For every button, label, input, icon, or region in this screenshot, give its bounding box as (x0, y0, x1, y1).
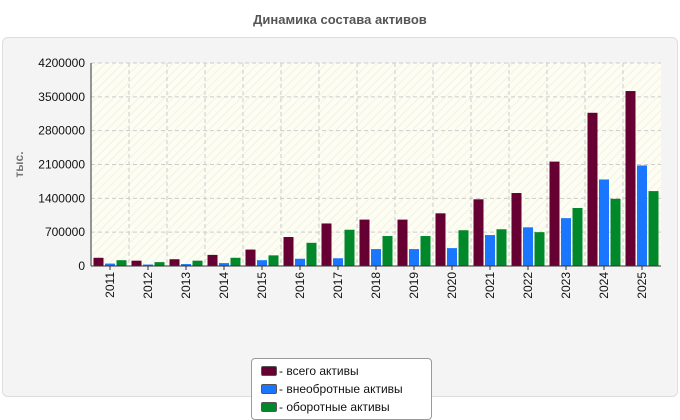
chart-panel: 0 700000 1400000 2100000 2800000 3500000 42000… (2, 37, 678, 420)
legend-item-noncurrent[interactable]: - внеобротные активы (261, 380, 431, 398)
bar-noncurrent[interactable] (485, 235, 495, 266)
bar-current[interactable] (382, 236, 393, 266)
bar-current[interactable] (458, 230, 469, 266)
bar-total[interactable] (321, 223, 332, 266)
bar-total[interactable] (549, 161, 560, 266)
x-tick-label: 2021 (483, 272, 497, 299)
y-tick-label: 0 (78, 259, 85, 273)
legend-label-current: - оборотные активы (279, 400, 390, 414)
x-tick-label: 2024 (597, 272, 611, 299)
x-tick-label: 2014 (217, 272, 231, 299)
bar-current[interactable] (268, 255, 279, 266)
bar-current[interactable] (344, 229, 355, 266)
y-tick-label: 3500000 (38, 90, 85, 104)
x-tick-label: 2013 (179, 272, 193, 299)
bar-total[interactable] (397, 219, 408, 266)
bar-current[interactable] (230, 257, 241, 266)
y-axis-label: тыс. (12, 151, 26, 177)
x-tick-label: 2017 (331, 272, 345, 299)
legend-item-current[interactable]: - оборотные активы (261, 398, 431, 416)
y-tick-label: 2100000 (38, 158, 85, 172)
bar-current[interactable] (496, 229, 507, 266)
x-tick-label: 2022 (521, 272, 535, 299)
chart-title: Динамика состава активов (253, 12, 427, 27)
x-tick-label: 2015 (255, 272, 269, 299)
bar-current[interactable] (610, 198, 621, 266)
x-tick-label: 2018 (369, 272, 383, 299)
bar-current[interactable] (420, 236, 431, 266)
x-tick-label: 2011 (103, 272, 117, 298)
bar-noncurrent[interactable] (257, 260, 267, 266)
bar-total[interactable] (207, 254, 218, 266)
bar-total[interactable] (131, 260, 142, 266)
x-tick-label: 2025 (635, 272, 649, 299)
x-tick-label: 2019 (407, 272, 421, 299)
bar-total[interactable] (283, 237, 294, 266)
legend-swatch-current (261, 402, 277, 412)
y-tick-label: 700000 (45, 225, 85, 239)
bar-noncurrent[interactable] (105, 263, 115, 266)
legend-swatch-noncurrent (261, 384, 277, 394)
x-tick-label: 2012 (141, 272, 155, 299)
bar-current[interactable] (648, 191, 659, 266)
plot-area: 0 700000 1400000 2100000 2800000 3500000 42000… (12, 56, 661, 299)
y-tick-label: 1400000 (38, 191, 85, 205)
chart-svg: 0 700000 1400000 2100000 2800000 3500000 42000… (12, 56, 661, 299)
bar-total[interactable] (359, 219, 370, 266)
legend-swatch-total (261, 366, 277, 376)
bar-total[interactable] (169, 259, 180, 266)
bar-noncurrent[interactable] (409, 249, 419, 266)
bar-current[interactable] (534, 232, 545, 266)
bar-total[interactable] (473, 199, 484, 266)
bar-noncurrent[interactable] (295, 258, 305, 266)
bar-noncurrent[interactable] (561, 218, 571, 266)
bar-noncurrent[interactable] (637, 165, 647, 266)
x-tick-label: 2020 (445, 272, 459, 299)
bar-noncurrent[interactable] (523, 227, 533, 266)
bar-total[interactable] (245, 249, 256, 266)
legend-label-total: - всего активы (279, 364, 359, 378)
bar-noncurrent[interactable] (599, 179, 609, 266)
x-tick-label: 2016 (293, 272, 307, 299)
bar-current[interactable] (116, 260, 127, 266)
x-tick-label: 2023 (559, 272, 573, 299)
bar-total[interactable] (625, 91, 636, 267)
bar-noncurrent[interactable] (371, 249, 381, 266)
bar-current[interactable] (192, 260, 203, 266)
legend-item-total[interactable]: - всего активы (261, 362, 431, 380)
y-tick-label: 4200000 (38, 56, 85, 70)
bar-noncurrent[interactable] (181, 264, 191, 266)
bar-current[interactable] (572, 208, 583, 266)
legend-label-noncurrent: - внеобротные активы (279, 382, 403, 396)
bar-current[interactable] (154, 262, 165, 266)
bar-total[interactable] (587, 112, 598, 267)
bar-noncurrent[interactable] (143, 264, 153, 266)
bar-total[interactable] (435, 213, 446, 266)
bar-current[interactable] (306, 242, 317, 266)
bar-noncurrent[interactable] (447, 248, 457, 266)
bar-noncurrent[interactable] (219, 263, 229, 266)
bar-total[interactable] (511, 193, 522, 266)
y-tick-label: 2800000 (38, 124, 85, 138)
legend: - всего активы - внеобротные активы - об… (251, 358, 432, 420)
bar-noncurrent[interactable] (333, 258, 343, 266)
bar-total[interactable] (93, 257, 104, 266)
